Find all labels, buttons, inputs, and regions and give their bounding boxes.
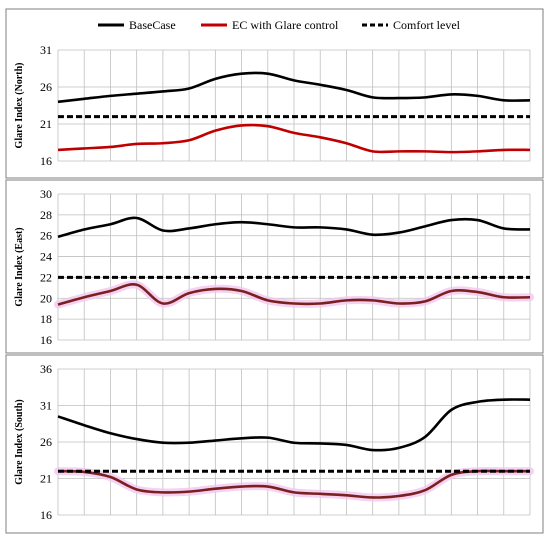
- chart-south: 16 21 26 31 36 Glare Index (South): [14, 362, 534, 522]
- y-axis-label-south: Glare Index (South): [14, 399, 25, 484]
- panel-frame-east: [5, 179, 544, 354]
- panel-frame-north: [5, 8, 544, 179]
- legend-label-ec: EC with Glare control: [232, 18, 339, 32]
- series-line-south-ec-with-glare-control: [57, 469, 530, 499]
- legend: BaseCase EC with Glare control Comfort l…: [98, 18, 461, 32]
- chart-north: 16 21 26 31 Glare Index (North): [14, 43, 531, 168]
- y-tick-label-east-7: 30: [40, 187, 52, 201]
- y-tick-label-east-5: 26: [40, 229, 52, 243]
- y-tick-label-east-0: 16: [40, 333, 52, 347]
- y-tick-label-east-6: 28: [40, 208, 52, 222]
- legend-label-basecase: BaseCase: [129, 18, 176, 32]
- series-line-north-ec-with-glare-control: [57, 123, 531, 154]
- chart-east: 16 18 20 22 24 26 28 30 Glare Index (East): [14, 187, 534, 347]
- series-line-east-basecase: [57, 216, 531, 239]
- y-tick-label-north-0: 16: [40, 154, 52, 168]
- legend-item-comfort: Comfort level: [362, 18, 461, 32]
- y-tick-label-north-1: 21: [40, 117, 52, 131]
- y-tick-label-south-4: 36: [40, 362, 52, 376]
- y-axis-label-north: Glare Index (North): [14, 63, 25, 149]
- y-tick-label-south-0: 16: [40, 508, 52, 522]
- y-tick-label-north-3: 31: [40, 43, 52, 57]
- y-tick-label-north-2: 26: [40, 80, 52, 94]
- series-line-north-basecase: [57, 71, 531, 104]
- panel-frame-south: [5, 354, 544, 534]
- y-tick-label-south-1: 21: [40, 472, 52, 486]
- legend-item-basecase: BaseCase: [98, 18, 176, 32]
- series-line-south-basecase: [57, 398, 531, 452]
- y-axis-label-east: Glare Index (East): [14, 227, 25, 306]
- y-tick-label-south-2: 26: [40, 435, 52, 449]
- y-tick-label-east-1: 18: [40, 312, 52, 326]
- y-tick-label-east-2: 20: [40, 291, 52, 305]
- y-tick-label-east-3: 22: [40, 270, 52, 284]
- legend-label-comfort: Comfort level: [393, 18, 461, 32]
- series-line-east-ec-with-glare-control: [57, 283, 531, 306]
- legend-item-ec: EC with Glare control: [201, 18, 339, 32]
- y-tick-label-east-4: 24: [40, 250, 52, 264]
- y-tick-label-south-3: 31: [40, 399, 52, 413]
